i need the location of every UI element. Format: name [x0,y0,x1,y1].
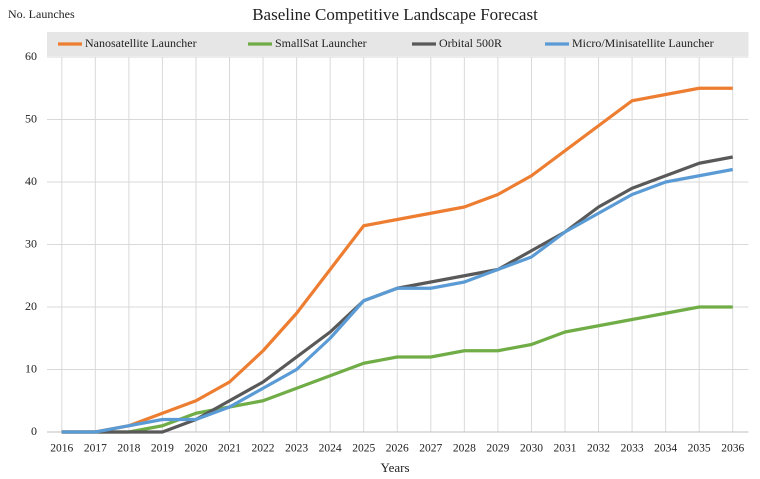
x-tick-label: 2023 [285,443,308,455]
series-line [61,86,733,434]
x-tick-label: 2027 [419,443,442,455]
series-line [61,167,734,434]
x-tick-label: 2030 [520,443,543,455]
legend-label: Nanosatellite Launcher [85,36,197,50]
x-tick-label: 2035 [688,443,711,455]
x-tick-label: 2019 [151,443,174,455]
y-tick-label: 10 [25,361,37,375]
x-tick-label: 2018 [117,443,140,455]
x-tick-label: 2022 [252,443,275,455]
y-axis-label: No. Launches [8,7,75,21]
legend-label: SmallSat Launcher [275,36,367,50]
x-tick-label: 2020 [184,443,207,455]
y-tick-label: 50 [25,111,37,125]
x-tick-label: 2031 [553,443,576,455]
legend-label: Micro/Minisatellite Launcher [572,36,714,50]
x-tick-label: 2024 [319,443,342,455]
x-tick-label: 2034 [654,443,677,455]
x-tick-label: 2017 [84,443,107,455]
x-tick-label: 2016 [50,443,73,455]
y-tick-label: 30 [25,236,37,250]
legend-background [47,32,749,56]
x-tick-label: 2033 [621,443,644,455]
x-tick-label: 2021 [218,443,241,455]
y-tick-label: 40 [25,174,37,188]
x-tick-label: 2029 [486,443,509,455]
chart-title: Baseline Competitive Landscape Forecast [252,5,538,24]
y-tick-label: 0 [31,424,37,438]
legend-label: Orbital 500R [439,36,502,50]
x-axis-label: Years [380,460,409,475]
y-tick-label: 60 [25,49,37,63]
x-tick-label: 2032 [587,443,610,455]
y-tick-label: 20 [25,299,37,313]
x-tick-label: 2028 [453,443,476,455]
x-tick-label: 2026 [386,443,409,455]
x-tick-label: 2036 [721,443,744,455]
series-line [61,305,733,434]
x-tick-label: 2025 [352,443,375,455]
